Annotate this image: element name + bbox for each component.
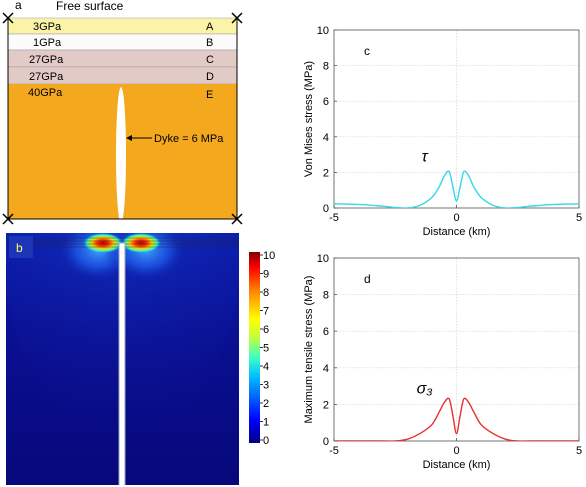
colorbar-tick-label: 7	[263, 306, 269, 318]
dyke-shape	[116, 87, 126, 223]
colorbar-tick-label: 2	[263, 398, 269, 410]
corner-marker-bottom-left	[2, 213, 14, 225]
curve-annotation: τ	[422, 149, 429, 166]
y-tick-label: 10	[317, 25, 329, 37]
colorbar-tick-label: 1	[263, 417, 269, 429]
x-tick-label: 0	[453, 212, 459, 224]
layer-d-modulus: 27GPa	[29, 71, 64, 83]
x-axis-label: Distance (km)	[423, 459, 491, 471]
y-tick-label: 8	[323, 290, 329, 302]
x-tick-label: 5	[576, 445, 582, 457]
corner-marker-top-left	[2, 12, 14, 24]
panel-label: c	[364, 44, 370, 58]
layer-a-modulus: 3GPa	[33, 21, 62, 33]
corner-marker-bottom-right	[231, 213, 243, 225]
y-axis-label: Maximum tensile stress (MPa)	[303, 276, 315, 424]
colorbar-tick-label: 9	[263, 269, 269, 281]
colorbar-tick-label: 8	[263, 287, 269, 299]
x-tick-label: -5	[329, 445, 339, 457]
y-tick-label: 2	[323, 399, 329, 411]
panel-a-label: a	[15, 0, 22, 12]
panel-a-title: Free surface	[56, 0, 124, 13]
stress-field	[6, 233, 239, 485]
y-tick-label: 0	[323, 436, 329, 448]
x-tick-label: 5	[576, 212, 582, 224]
dyke-in-field	[118, 242, 126, 485]
corner-marker-top-right	[231, 12, 243, 24]
x-tick-label: 0	[453, 445, 459, 457]
layer-e-modulus: 40GPa	[28, 87, 63, 99]
panel-b-label: b	[16, 241, 23, 255]
y-tick-label: 2	[323, 167, 329, 179]
colorbar-tick-label: 4	[263, 361, 269, 373]
dyke-label: Dyke = 6 MPa	[154, 133, 224, 145]
curve-annotation: σ₃	[417, 380, 433, 397]
layer-e-id: E	[206, 89, 213, 101]
layer-c-id: C	[206, 54, 214, 66]
colorbar-tick-label: 0	[263, 435, 269, 447]
y-tick-label: 8	[323, 61, 329, 73]
panel-label: d	[364, 272, 371, 286]
colorbar-tick-label: 3	[263, 380, 269, 392]
y-axis-label: Von Mises stress (MPa)	[303, 61, 315, 177]
layer-b-modulus: 1GPa	[33, 37, 62, 49]
x-axis-label: Distance (km)	[423, 226, 491, 238]
layer-c-modulus: 27GPa	[29, 54, 64, 66]
stress-lobe-hot-right	[121, 233, 161, 253]
series-line	[334, 397, 579, 441]
y-tick-label: 4	[323, 363, 329, 375]
colorbar-tick-label: 10	[263, 250, 275, 262]
y-tick-label: 4	[323, 132, 329, 144]
y-tick-label: 10	[317, 253, 329, 265]
x-tick-label: -5	[329, 212, 339, 224]
dyke-arrow-head	[126, 135, 132, 141]
layer-a-id: A	[206, 21, 214, 33]
panel-a: a Free surface 3GPa A 1GPa B 27GPa C 27G…	[2, 0, 243, 225]
colorbar	[249, 252, 260, 443]
series-line	[334, 170, 579, 208]
y-tick-label: 0	[323, 203, 329, 215]
panel-b-label-box	[9, 236, 33, 258]
colorbar-tick-label: 5	[263, 343, 269, 355]
layer-d-id: D	[206, 71, 214, 83]
colorbar-tick-label: 6	[263, 324, 269, 336]
layer-b-id: B	[206, 37, 213, 49]
stress-lobe-hot-left	[83, 233, 123, 253]
y-tick-label: 6	[323, 326, 329, 338]
y-tick-label: 6	[323, 96, 329, 108]
